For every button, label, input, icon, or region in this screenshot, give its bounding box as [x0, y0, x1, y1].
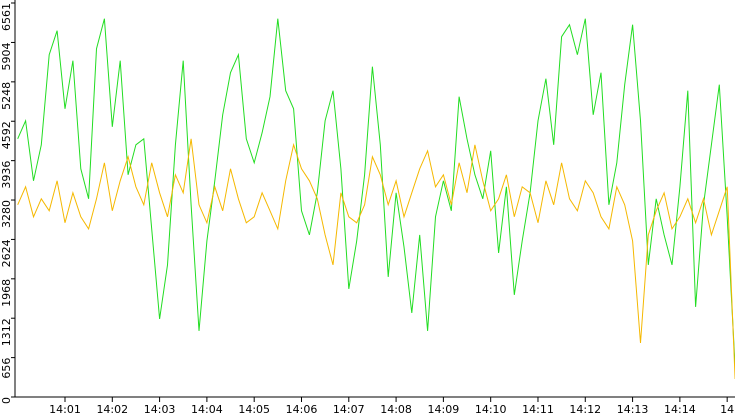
x-tick-label: 14:06 [286, 403, 318, 415]
x-tick-label: 14:14 [664, 403, 696, 415]
y-tick-label: 656 [0, 358, 13, 379]
x-tick-label: 14:07 [333, 403, 365, 415]
x-tick-label: 14:02 [96, 403, 128, 415]
x-tick-label: 14:10 [475, 403, 507, 415]
x-tick-label: 14:13 [617, 403, 649, 415]
y-tick-label: 5248 [0, 82, 13, 110]
y-tick-label: 4592 [0, 121, 13, 149]
series-line [17, 18, 735, 368]
x-tick-label: 14:09 [428, 403, 460, 415]
series-line [17, 138, 735, 380]
x-tick-label: 14 [720, 403, 734, 415]
x-tick-label: 14:01 [49, 403, 81, 415]
y-tick-label: 0 [0, 397, 13, 404]
y-tick-label: 6561 [0, 3, 13, 31]
x-tick-label: 14:08 [380, 403, 412, 415]
y-tick-label: 5904 [0, 42, 13, 70]
x-tick-label: 14:03 [144, 403, 176, 415]
x-tick-label: 14:04 [191, 403, 223, 415]
x-tick-label: 14:12 [569, 403, 601, 415]
y-tick-label: 3280 [0, 200, 13, 228]
y-tick-label: 2624 [0, 239, 13, 267]
y-tick-label: 1968 [0, 279, 13, 307]
x-tick-label: 14:11 [522, 403, 554, 415]
x-tick-label: 14:05 [238, 403, 270, 415]
y-tick-label: 3936 [0, 161, 13, 189]
y-tick-label: 1312 [0, 318, 13, 346]
